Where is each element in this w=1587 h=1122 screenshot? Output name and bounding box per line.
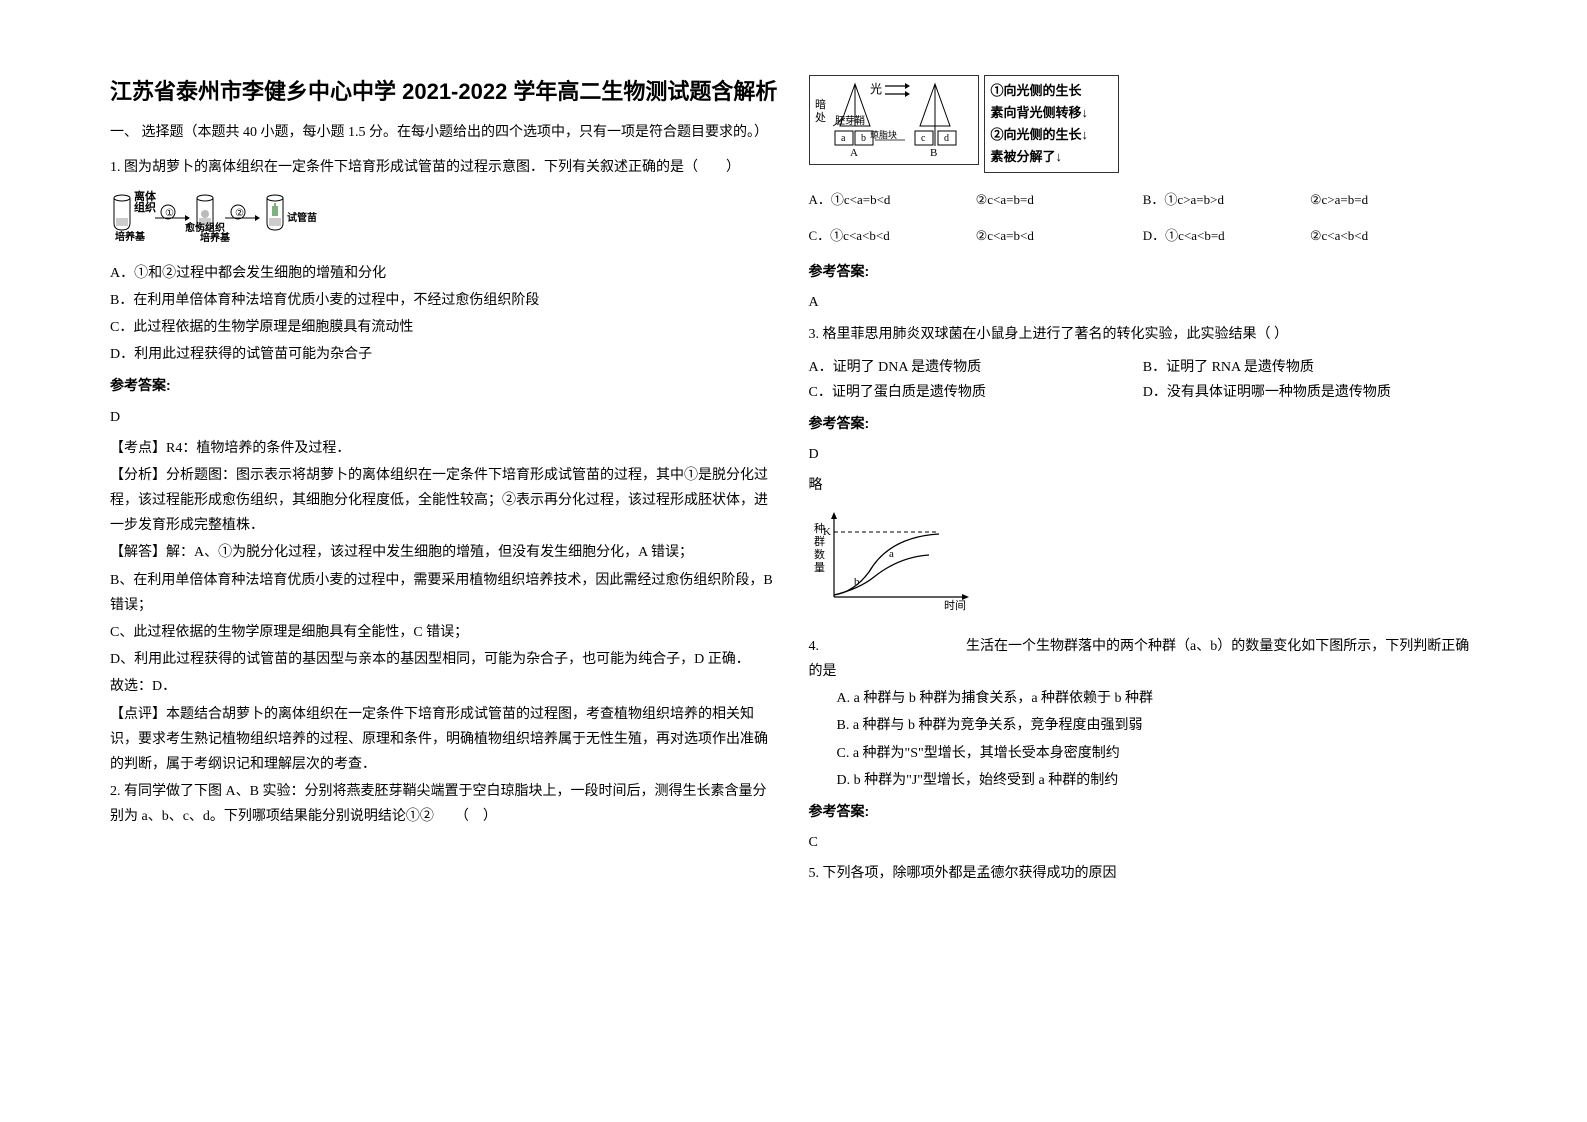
q3-optA: A．证明了 DNA 是遗传物质 bbox=[809, 355, 1143, 380]
c-label: c bbox=[921, 133, 926, 144]
q2-optB-2: ②c>a=b=d bbox=[1310, 188, 1477, 211]
q3-opts-row2: C．证明了蛋白质是遗传物质 D．没有具体证明哪一种物质是遗传物质 bbox=[809, 380, 1478, 405]
q2-right-box: ①向光侧的生长 素向背光侧转移↓ ②向光侧的生长↓ 素被分解了↓ bbox=[984, 75, 1119, 173]
b-curve: b bbox=[854, 576, 860, 588]
q2-answer: A bbox=[809, 290, 1478, 315]
q2-answer-label: 参考答案: bbox=[809, 259, 1478, 284]
q3-optD: D．没有具体证明哪一种物质是遗传物质 bbox=[1143, 380, 1477, 405]
q1-optD: D．利用此过程获得的试管苗可能为杂合子 bbox=[110, 342, 779, 367]
q3-stem: 3. 格里菲思用肺炎双球菌在小鼠身上进行了著名的转化实验，此实验结果（ ） bbox=[809, 322, 1478, 347]
b-label: b bbox=[861, 133, 866, 144]
q1-exp8: 【点评】本题结合胡萝卜的离体组织在一定条件下培育形成试管苗的过程图，考查植物组织… bbox=[110, 702, 779, 778]
q4-answer: C bbox=[809, 830, 1478, 855]
dark1: 暗 bbox=[815, 97, 826, 111]
q4-stem: 生活在一个生物群落中的两个种群（a、b）的数量变化如下图所示，下列判断正确的是 bbox=[809, 639, 1470, 679]
q4-line: 4. 生活在一个生物群落中的两个种群（a、b）的数量变化如下图所示，下列判断正确… bbox=[809, 634, 1478, 684]
q4-num: 4. bbox=[809, 639, 820, 654]
q1-exp7: 故选：D． bbox=[110, 674, 779, 699]
q4-optD: D. b 种群为"J"型增长，始终受到 a 种群的制约 bbox=[809, 768, 1478, 793]
q1-answer: D bbox=[110, 405, 779, 430]
q3-opts-row1: A．证明了 DNA 是遗传物质 B．证明了 RNA 是遗传物质 bbox=[809, 355, 1478, 380]
q2-options-row2: C．①c<a<b<d ②c<a=b<d D．①c<a<b=d ②c<a<b<d bbox=[809, 224, 1478, 247]
q1-optB: B．在利用单倍体育种法培育优质小麦的过程中，不经过愈伤组织阶段 bbox=[110, 288, 779, 313]
q1-exp6: D、利用此过程获得的试管苗的基因型与亲本的基因型相同，可能为杂合子，也可能为纯合… bbox=[110, 647, 779, 672]
q4-optA: A. a 种群与 b 种群为捕食关系，a 种群依赖于 b 种群 bbox=[809, 686, 1478, 711]
left-column: 江苏省泰州市李健乡中心中学 2021-2022 学年高二生物测试题含解析 一、 … bbox=[95, 75, 794, 1047]
x-label: 时间 bbox=[944, 599, 966, 612]
q1-diagram: 离体 组织 培养基 ① 愈伤组织 培养基 ② 试管苗 bbox=[110, 188, 779, 252]
agar-label: 琼脂块 bbox=[870, 129, 897, 140]
q2-optA-1: A．①c<a=b<d bbox=[809, 188, 976, 211]
light-label: 光 bbox=[870, 82, 882, 96]
q2-options-row1: A．①c<a=b<d ②c<a=b=d B．①c>a=b>d ②c>a=b=d bbox=[809, 188, 1478, 211]
q3-note: 略 bbox=[809, 473, 1478, 498]
q1-exp2: 【分析】分析题图：图示表示将胡萝卜的离体组织在一定条件下培育形成试管苗的过程，其… bbox=[110, 463, 779, 539]
q2-diagram: 光 暗 处 胚芽鞘 a b A 琼脂 bbox=[809, 75, 1478, 173]
q3-answer: D bbox=[809, 442, 1478, 467]
q4-answer-label: 参考答案: bbox=[809, 799, 1478, 824]
q2-optD-1: D．①c<a<b=d bbox=[1143, 224, 1310, 247]
q1-optA: A．①和②过程中都会发生细胞的增殖和分化 bbox=[110, 261, 779, 286]
l2-label: 组织 bbox=[134, 200, 156, 214]
document-title: 江苏省泰州市李健乡中心中学 2021-2022 学年高二生物测试题含解析 bbox=[110, 75, 779, 108]
right-column: 光 暗 处 胚芽鞘 a b A 琼脂 bbox=[794, 75, 1493, 1047]
c2-label: ② bbox=[235, 208, 244, 219]
q1-exp5: C、此过程依据的生物学原理是细胞具有全能性，C 错误； bbox=[110, 620, 779, 645]
q2-optC-1: C．①c<a<b<d bbox=[809, 224, 976, 247]
a-curve: a bbox=[889, 548, 894, 560]
q2r-line4: 素被分解了↓ bbox=[991, 146, 1112, 168]
q1-stem: 1. 图为胡萝卜的离体组织在一定条件下培育形成试管苗的过程示意图．下列有关叙述正… bbox=[110, 155, 779, 180]
q2-optD-2: ②c<a<b<d bbox=[1310, 224, 1477, 247]
d-label: d bbox=[944, 133, 949, 144]
q3-optB: B．证明了 RNA 是遗传物质 bbox=[1143, 355, 1477, 380]
q2-left-box: 光 暗 处 胚芽鞘 a b A 琼脂 bbox=[809, 75, 979, 165]
q2r-line1: ①向光侧的生长 bbox=[991, 80, 1112, 102]
q4-chart: 种 群 数 量 K a b 时间 bbox=[809, 507, 1478, 626]
A-label: A bbox=[850, 147, 858, 159]
q5-stem: 5. 下列各项，除哪项外都是孟德尔获得成功的原因 bbox=[809, 861, 1478, 886]
yl4: 量 bbox=[814, 561, 825, 574]
q2-stem: 2. 有同学做了下图 A、B 实验：分别将燕麦胚芽鞘尖端置于空白琼脂块上，一段时… bbox=[110, 779, 779, 829]
l5-label: 培养基 bbox=[200, 231, 231, 243]
q1-optC: C．此过程依据的生物学原理是细胞膜具有流动性 bbox=[110, 315, 779, 340]
q2-optB-1: B．①c>a=b>d bbox=[1143, 188, 1310, 211]
section-text: 一、 选择题（本题共 40 小题，每小题 1.5 分。在每小题给出的四个选项中，… bbox=[110, 125, 768, 140]
c1-label: ① bbox=[165, 208, 174, 219]
B-label: B bbox=[930, 147, 937, 159]
q2r-line3: ②向光侧的生长↓ bbox=[991, 124, 1112, 146]
section-header: 一、 选择题（本题共 40 小题，每小题 1.5 分。在每小题给出的四个选项中，… bbox=[110, 120, 779, 145]
K-label: K bbox=[823, 526, 831, 538]
a-label: a bbox=[841, 133, 846, 144]
dark2: 处 bbox=[815, 111, 826, 124]
l1-label: 离体 bbox=[134, 189, 157, 203]
l3-label: 培养基 bbox=[115, 230, 146, 243]
embryo-label: 胚芽鞘 bbox=[835, 114, 865, 127]
q1-exp1: 【考点】R4：植物培养的条件及过程． bbox=[110, 436, 779, 461]
q1-exp4: B、在利用单倍体育种法培育优质小麦的过程中，需要采用植物组织培养技术，因此需经过… bbox=[110, 568, 779, 618]
q3-optC: C．证明了蛋白质是遗传物质 bbox=[809, 380, 1143, 405]
q3-answer-label: 参考答案: bbox=[809, 411, 1478, 436]
yl3: 数 bbox=[814, 548, 825, 561]
q1-answer-label: 参考答案: bbox=[110, 373, 779, 398]
q2-optA-2: ②c<a=b=d bbox=[976, 188, 1143, 211]
q4-optB: B. a 种群与 b 种群为竞争关系，竞争程度由强到弱 bbox=[809, 713, 1478, 738]
q1-exp3: 【解答】解：A、①为脱分化过程，该过程中发生细胞的增殖，但没有发生细胞分化，A … bbox=[110, 540, 779, 565]
q2-optC-2: ②c<a=b<d bbox=[976, 224, 1143, 247]
q2r-line2: 素向背光侧转移↓ bbox=[991, 102, 1112, 124]
l6-label: 试管苗 bbox=[287, 211, 317, 224]
q4-optC: C. a 种群为"S"型增长，其增长受本身密度制约 bbox=[809, 741, 1478, 766]
